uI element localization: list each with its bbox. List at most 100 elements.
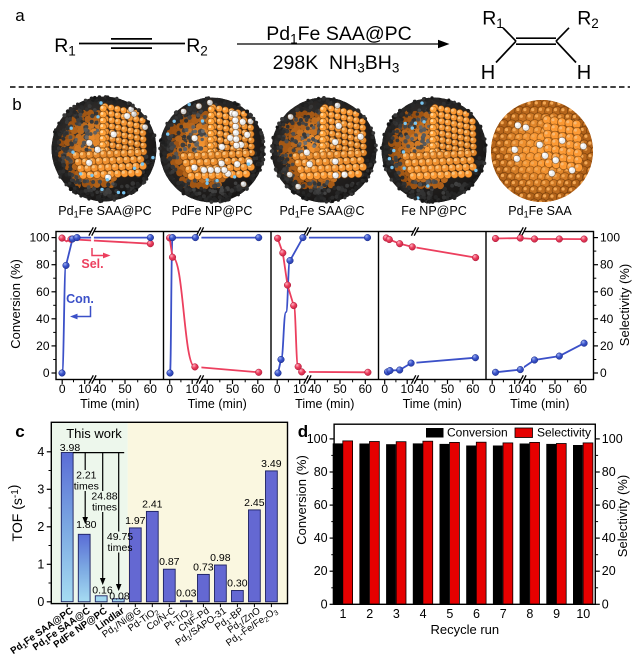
svg-text:Time (min): Time (min)	[295, 397, 354, 411]
svg-text:40: 40	[602, 531, 616, 545]
svg-text:2: 2	[366, 607, 373, 621]
svg-text:50: 50	[333, 382, 347, 396]
svg-text:2: 2	[37, 520, 44, 534]
svg-text:8: 8	[526, 607, 533, 621]
svg-text:40: 40	[201, 382, 215, 396]
svg-text:49.75: 49.75	[107, 531, 133, 543]
svg-text:9: 9	[553, 607, 560, 621]
svg-text:40: 40	[600, 312, 614, 326]
svg-text:3.49: 3.49	[261, 458, 282, 470]
svg-text:PdFe NP@PC: PdFe NP@PC	[172, 204, 253, 218]
svg-text:3: 3	[393, 607, 400, 621]
svg-text:4: 4	[420, 607, 427, 621]
svg-text:60: 60	[600, 285, 614, 299]
svg-text:0.30: 0.30	[227, 578, 248, 590]
svg-text:Conversion: Conversion	[447, 426, 508, 440]
svg-text:d: d	[298, 422, 308, 441]
svg-text:2.45: 2.45	[244, 497, 265, 509]
svg-text:100: 100	[600, 231, 620, 245]
svg-text:Selectivity (%): Selectivity (%)	[615, 475, 630, 557]
svg-text:0: 0	[321, 597, 328, 611]
svg-text:10: 10	[576, 607, 590, 621]
svg-text:Pd1Fe SAA: Pd1Fe SAA	[508, 204, 572, 220]
svg-text:20: 20	[600, 339, 614, 353]
svg-text:40: 40	[308, 382, 322, 396]
svg-text:1.97: 1.97	[125, 515, 146, 527]
svg-text:times: times	[107, 542, 132, 554]
svg-text:Conversion (%): Conversion (%)	[8, 259, 23, 349]
svg-text:Fe NP@PC: Fe NP@PC	[401, 204, 466, 218]
svg-text:100: 100	[307, 432, 328, 446]
svg-text:60: 60	[36, 285, 50, 299]
svg-text:0: 0	[166, 382, 173, 396]
svg-text:0.08: 0.08	[109, 591, 130, 603]
svg-text:0.03: 0.03	[176, 588, 197, 600]
svg-text:Selectivity: Selectivity	[537, 426, 591, 440]
svg-text:0: 0	[59, 382, 66, 396]
svg-text:Con.: Con.	[66, 292, 94, 306]
svg-text:3: 3	[37, 482, 44, 496]
svg-text:50: 50	[226, 382, 240, 396]
svg-text:10: 10	[508, 382, 522, 396]
svg-text:60: 60	[574, 382, 588, 396]
svg-text:1: 1	[340, 607, 347, 621]
svg-text:1: 1	[37, 557, 44, 571]
svg-text:0: 0	[274, 382, 281, 396]
svg-text:0.87: 0.87	[159, 556, 180, 568]
svg-text:2.41: 2.41	[142, 498, 163, 510]
svg-text:c: c	[15, 422, 24, 441]
svg-text:Pd1Fe SAA@C: Pd1Fe SAA@C	[279, 204, 364, 220]
svg-text:Pd1Fe SAA@PC: Pd1Fe SAA@PC	[266, 23, 411, 47]
svg-text:Recycle run: Recycle run	[430, 622, 499, 637]
svg-text:10: 10	[401, 382, 415, 396]
svg-text:1.80: 1.80	[76, 519, 97, 531]
svg-text:20: 20	[602, 564, 616, 578]
svg-text:20: 20	[36, 339, 50, 353]
svg-text:H: H	[481, 62, 495, 84]
svg-text:Time (min): Time (min)	[80, 397, 139, 411]
svg-text:This work: This work	[66, 426, 122, 441]
svg-text:80: 80	[602, 465, 616, 479]
svg-text:times: times	[74, 481, 99, 493]
svg-text:0: 0	[43, 366, 50, 380]
svg-text:Selectivity (%): Selectivity (%)	[617, 264, 632, 346]
svg-text:40: 40	[314, 531, 328, 545]
svg-text:24.88: 24.88	[91, 491, 117, 503]
svg-text:60: 60	[359, 382, 373, 396]
svg-text:60: 60	[144, 382, 158, 396]
svg-text:Time (min): Time (min)	[188, 397, 247, 411]
svg-text:Conversion (%): Conversion (%)	[294, 455, 309, 545]
svg-text:80: 80	[36, 258, 50, 272]
svg-text:TOF (s-1): TOF (s-1)	[5, 485, 25, 542]
svg-text:H: H	[577, 62, 591, 84]
svg-text:20: 20	[314, 564, 328, 578]
svg-text:40: 40	[523, 382, 537, 396]
svg-text:60: 60	[251, 382, 265, 396]
svg-text:Pd1Fe SAA@PC: Pd1Fe SAA@PC	[58, 204, 151, 220]
svg-text:10: 10	[293, 382, 307, 396]
svg-text:80: 80	[600, 258, 614, 272]
svg-text:Sel.: Sel.	[81, 257, 103, 271]
svg-text:times: times	[92, 502, 117, 514]
svg-text:50: 50	[548, 382, 562, 396]
svg-text:40: 40	[416, 382, 430, 396]
svg-text:5: 5	[446, 607, 453, 621]
svg-text:60: 60	[602, 498, 616, 512]
svg-text:40: 40	[36, 312, 50, 326]
svg-text:0.73: 0.73	[193, 561, 214, 573]
svg-text:0: 0	[489, 382, 496, 396]
svg-text:298K NH3BH3: 298K NH3BH3	[273, 52, 400, 76]
svg-text:10: 10	[78, 382, 92, 396]
svg-text:0: 0	[37, 595, 44, 609]
svg-text:100: 100	[602, 432, 623, 446]
svg-text:0: 0	[600, 366, 607, 380]
svg-text:0.98: 0.98	[210, 552, 231, 564]
svg-text:0.16: 0.16	[92, 585, 113, 597]
svg-text:0: 0	[602, 597, 609, 611]
svg-text:Time (min): Time (min)	[403, 397, 462, 411]
svg-text:50: 50	[118, 382, 132, 396]
svg-text:6: 6	[473, 607, 480, 621]
svg-text:60: 60	[466, 382, 480, 396]
svg-text:40: 40	[93, 382, 107, 396]
svg-text:7: 7	[500, 607, 507, 621]
